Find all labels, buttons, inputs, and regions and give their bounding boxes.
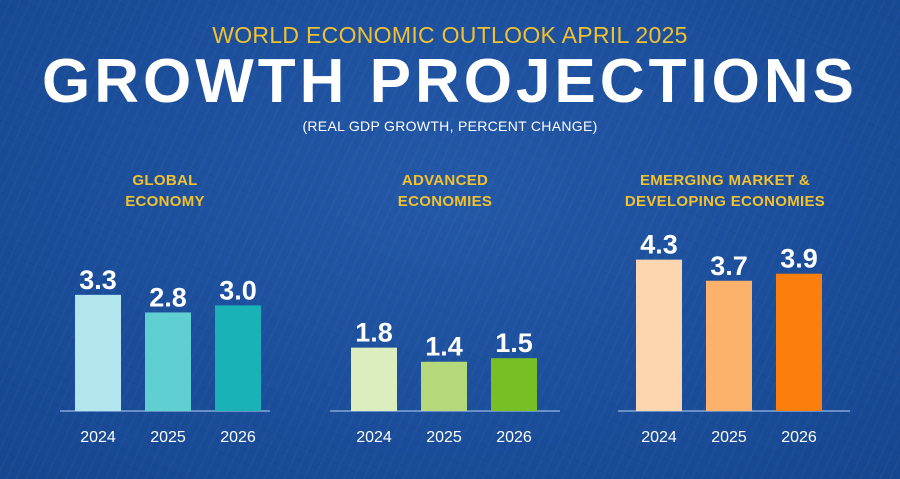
tick-label-advanced-2026: 2026 — [496, 429, 532, 446]
tick-label-emerging-2026: 2026 — [781, 429, 817, 446]
group-title-advanced: ADVANCED ECONOMIES — [330, 170, 560, 212]
group-title-line: GLOBAL — [132, 172, 198, 189]
bar-advanced-2024 — [351, 347, 397, 411]
bar-global-2026 — [215, 305, 261, 411]
bar-emerging-2024 — [636, 259, 682, 411]
report-subtitle: WORLD ECONOMIC OUTLOOK APRIL 2025 — [212, 22, 688, 48]
value-label-global-2026: 3.0 — [219, 275, 257, 305]
bar-advanced-2025 — [421, 361, 467, 411]
units-note: (REAL GDP GROWTH, PERCENT CHANGE) — [302, 118, 598, 134]
group-title-line: DEVELOPING ECONOMIES — [624, 193, 826, 210]
tick-label-advanced-2024: 2024 — [356, 429, 392, 446]
bar-emerging-2025 — [706, 280, 752, 411]
tick-label-emerging-2024: 2024 — [641, 429, 677, 446]
tick-label-advanced-2025: 2025 — [426, 429, 462, 446]
value-label-global-2024: 3.3 — [79, 265, 117, 295]
page-title: GROWTH PROJECTIONS — [41, 47, 859, 116]
bar-advanced-2026 — [491, 358, 537, 411]
value-label-advanced-2024: 1.8 — [355, 318, 393, 348]
value-label-emerging-2025: 3.7 — [710, 251, 748, 281]
tick-label-emerging-2025: 2025 — [711, 429, 747, 446]
value-label-emerging-2026: 3.9 — [780, 244, 818, 274]
tick-label-global-2026: 2026 — [220, 429, 256, 446]
group-title-global: GLOBAL ECONOMY — [60, 170, 270, 212]
value-label-global-2025: 2.8 — [149, 282, 187, 312]
value-label-advanced-2025: 1.4 — [425, 332, 463, 362]
group-title-line: ADVANCED — [401, 172, 489, 189]
tick-label-global-2024: 2024 — [80, 429, 116, 446]
bar-global-2025 — [145, 312, 191, 411]
value-label-advanced-2026: 1.5 — [495, 328, 533, 358]
group-title-line: EMERGING MARKET & — [639, 172, 811, 189]
group-title-emerging: EMERGING MARKET & DEVELOPING ECONOMIES — [600, 170, 850, 212]
tick-label-global-2025: 2025 — [150, 429, 186, 446]
group-title-line: ECONOMY — [125, 193, 205, 210]
group-title-line: ECONOMIES — [397, 193, 493, 210]
value-label-emerging-2024: 4.3 — [640, 230, 678, 260]
bar-global-2024 — [75, 294, 121, 411]
bar-emerging-2026 — [776, 273, 822, 411]
